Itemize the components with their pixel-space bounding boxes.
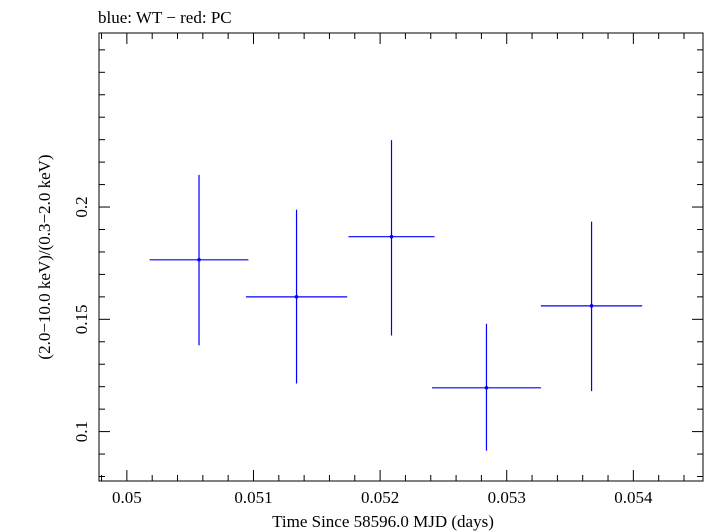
x-axis-label: Time Since 58596.0 MJD (days) [272,512,494,531]
y-tick-label: 0.1 [72,421,91,442]
y-tick-label: 0.2 [72,196,91,217]
x-tick-label: 0.051 [234,488,272,507]
data-marks [149,140,643,451]
data-marker [197,258,201,262]
y-axis-label: (2.0−10.0 keV)/(0.3−2.0 keV) [35,154,54,359]
data-point-wt [540,221,643,392]
data-marker [294,295,299,299]
data-point-wt [245,209,348,384]
data-point-wt [348,140,435,336]
plot-frame [98,32,704,482]
x-tick-label: 0.054 [614,488,653,507]
x-tick-label: 0.052 [361,488,399,507]
chart-title: blue: WT − red: PC [98,8,232,27]
data-point-wt [432,323,541,451]
data-marker [484,386,489,390]
y-tick-label: 0.15 [72,304,91,334]
x-tick-label: 0.053 [488,488,526,507]
data-marker [389,234,394,239]
axis-ticks: 0.05 0.051 0.052 0.053 0.054 0.1 0.15 0.2 [72,33,703,507]
data-point-wt [149,174,249,346]
x-tick-label: 0.05 [112,488,142,507]
data-marker [589,304,594,308]
